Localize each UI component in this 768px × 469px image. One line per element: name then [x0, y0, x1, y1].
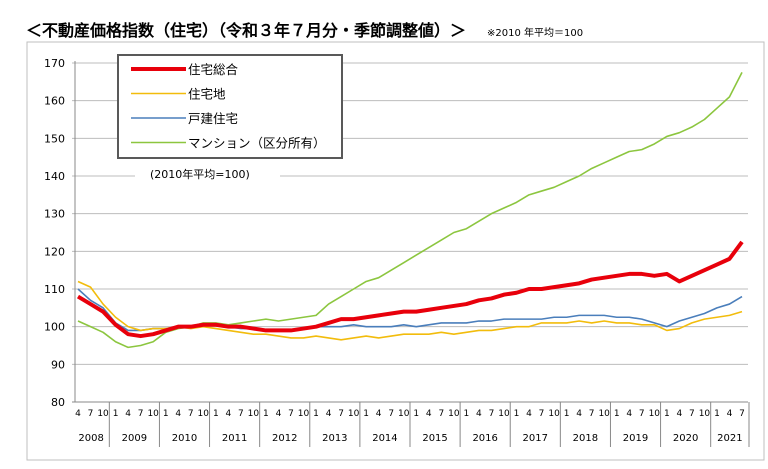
legend-label: マンション（区分所有） — [188, 136, 326, 151]
x-month-tick-label: 1 — [714, 409, 720, 419]
y-tick-label: 130 — [44, 208, 65, 221]
x-month-tick-label: 10 — [649, 409, 661, 419]
y-tick-label: 90 — [51, 358, 65, 371]
x-year-label: 2018 — [573, 433, 598, 444]
x-month-tick-label: 10 — [448, 409, 460, 419]
x-year-label: 2009 — [122, 433, 147, 444]
x-year-label: 2020 — [673, 433, 698, 444]
x-month-tick-label: 4 — [225, 409, 231, 419]
x-month-tick-label: 4 — [526, 409, 532, 419]
y-tick-label: 170 — [44, 57, 65, 70]
x-month-tick-label: 1 — [413, 409, 419, 419]
x-year-label: 2019 — [623, 433, 648, 444]
x-month-tick-label: 1 — [664, 409, 670, 419]
x-year-label: 2013 — [322, 433, 347, 444]
x-month-tick-label: 1 — [263, 409, 269, 419]
y-tick-label: 140 — [44, 170, 65, 183]
y-tick-label: 160 — [44, 95, 65, 108]
legend-label: 住宅地 — [188, 87, 226, 102]
y-tick-label: 80 — [51, 396, 65, 409]
x-month-tick-label: 7 — [238, 409, 244, 419]
x-month-tick-label: 4 — [676, 409, 682, 419]
x-month-tick-label: 10 — [598, 409, 610, 419]
x-month-tick-label: 1 — [113, 409, 119, 419]
x-year-label: 2014 — [372, 433, 397, 444]
x-month-tick-label: 7 — [288, 409, 294, 419]
base-annotation: (2010年平均=100) — [150, 167, 250, 181]
x-month-tick-label: 4 — [727, 409, 733, 419]
x-year-label: 2010 — [172, 433, 197, 444]
x-month-tick-label: 1 — [213, 409, 219, 419]
x-month-tick-label: 10 — [147, 409, 159, 419]
x-month-tick-label: 7 — [438, 409, 444, 419]
x-month-tick-label: 7 — [88, 409, 94, 419]
x-month-tick-label: 4 — [175, 409, 181, 419]
x-month-tick-label: 10 — [398, 409, 410, 419]
x-month-tick-label: 4 — [75, 409, 81, 419]
x-month-tick-label: 1 — [163, 409, 169, 419]
y-tick-label: 150 — [44, 132, 65, 145]
legend-box — [117, 54, 343, 159]
x-month-tick-label: 4 — [426, 409, 432, 419]
x-month-tick-label: 1 — [564, 409, 570, 419]
x-month-tick-label: 4 — [626, 409, 632, 419]
x-month-tick-label: 10 — [548, 409, 560, 419]
x-month-tick-label: 1 — [313, 409, 319, 419]
x-month-tick-label: 10 — [198, 409, 210, 419]
x-month-tick-label: 10 — [298, 409, 310, 419]
x-month-tick-label: 7 — [739, 409, 745, 419]
base-note: ※2010 年平均＝100 — [487, 28, 584, 39]
x-month-tick-label: 10 — [498, 409, 510, 419]
x-year-label: 2008 — [78, 433, 103, 444]
y-tick-label: 120 — [44, 245, 65, 258]
x-month-tick-label: 10 — [97, 409, 109, 419]
x-month-tick-label: 7 — [489, 409, 495, 419]
x-year-label: 2012 — [272, 433, 297, 444]
x-month-tick-label: 4 — [376, 409, 382, 419]
y-tick-label: 110 — [44, 283, 65, 296]
y-tick-label: 100 — [44, 321, 65, 334]
x-month-tick-label: 7 — [188, 409, 194, 419]
x-month-tick-label: 4 — [125, 409, 131, 419]
legend-label: 戸建住宅 — [188, 111, 238, 126]
x-month-tick-label: 7 — [689, 409, 695, 419]
chart-title: ＜不動産価格指数（住宅）（令和３年７月分・季節調整値）＞ — [26, 21, 467, 40]
x-month-tick-label: 4 — [476, 409, 482, 419]
x-month-tick-label: 7 — [388, 409, 394, 419]
x-year-label: 2016 — [472, 433, 497, 444]
x-month-tick-label: 1 — [464, 409, 470, 419]
x-month-tick-label: 4 — [326, 409, 332, 419]
series-line — [76, 240, 744, 339]
x-year-label: 2021 — [717, 433, 742, 444]
x-month-tick-label: 10 — [699, 409, 711, 419]
x-month-tick-label: 7 — [639, 409, 645, 419]
x-month-tick-label: 1 — [363, 409, 369, 419]
x-year-label: 2011 — [222, 433, 247, 444]
x-year-label: 2017 — [523, 433, 548, 444]
x-month-tick-label: 7 — [539, 409, 545, 419]
x-month-tick-label: 1 — [514, 409, 520, 419]
x-year-label: 2015 — [422, 433, 447, 444]
x-month-tick-label: 4 — [576, 409, 582, 419]
legend-label: 住宅総合 — [188, 62, 239, 77]
x-month-tick-label: 7 — [589, 409, 595, 419]
x-month-tick-label: 10 — [248, 409, 260, 419]
x-month-tick-label: 10 — [348, 409, 360, 419]
x-month-tick-label: 7 — [138, 409, 144, 419]
x-month-tick-label: 7 — [338, 409, 344, 419]
x-month-tick-label: 4 — [276, 409, 282, 419]
x-month-tick-label: 1 — [614, 409, 620, 419]
